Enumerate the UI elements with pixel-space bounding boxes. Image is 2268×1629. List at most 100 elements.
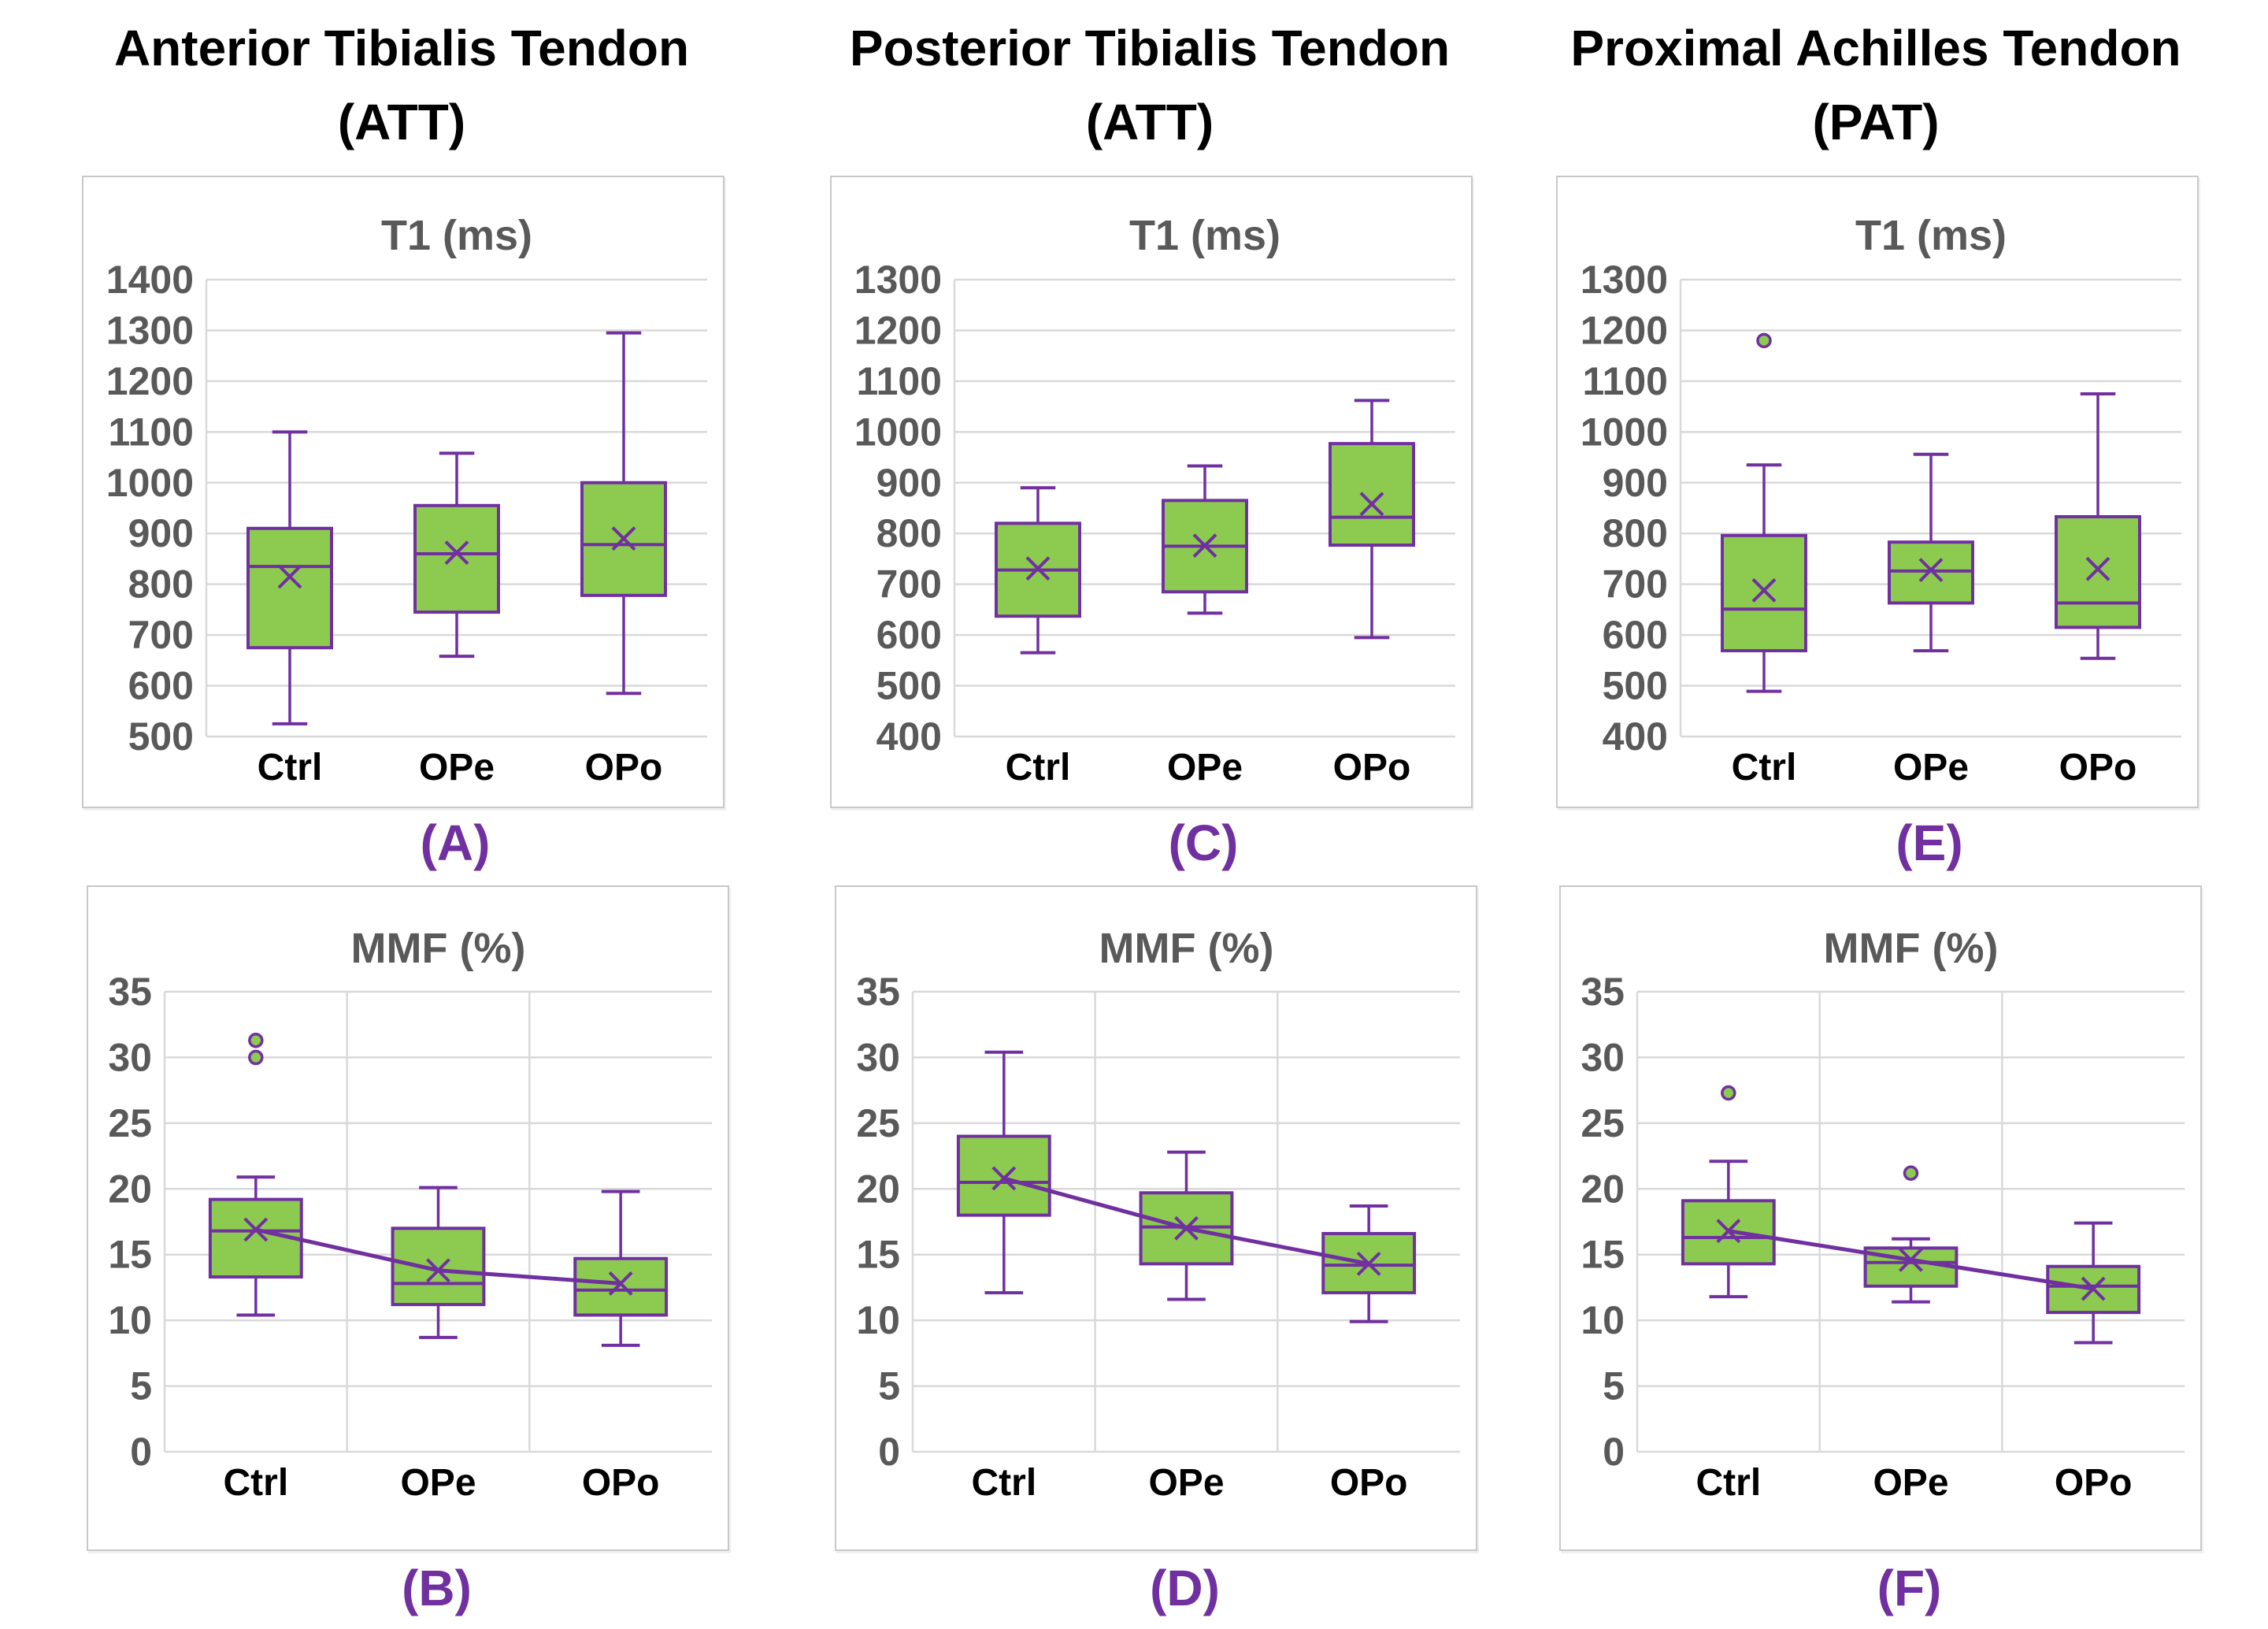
outlier-point (248, 1032, 264, 1048)
panel-ptt-t1: T1 (ms) 400 500 600 700 800 900 1000 1100 1200 130… (830, 176, 1473, 808)
x-category-label: OPo (582, 1462, 660, 1504)
iqr-box (413, 503, 500, 614)
mean-x-stroke (1192, 533, 1217, 558)
box-ope (1863, 1237, 1959, 1304)
mean-marker (1192, 533, 1217, 558)
y-tick-label: 900 (128, 511, 194, 555)
y-tick-label: 700 (1603, 562, 1668, 607)
y-tick-label: 20 (856, 1167, 900, 1211)
y-tick-label: 25 (108, 1101, 152, 1145)
gridlines (1636, 990, 2185, 1453)
column-header-pat: Proximal Achilles Tendon (PAT) (1556, 11, 2196, 169)
mean-x-stroke (1751, 577, 1777, 603)
panel-letter-f: (F) (1877, 1560, 1942, 1616)
mean-x-stroke (1356, 1251, 1381, 1276)
x-category-label: Ctrl (223, 1462, 288, 1504)
y-tick-label: 1200 (106, 359, 194, 403)
x-category-label: Ctrl (1006, 747, 1071, 789)
y-tick-label: 10 (1581, 1298, 1625, 1342)
mean-marker (1899, 1247, 1923, 1272)
mean-x-stroke (1918, 558, 1944, 583)
boxplot-ptt-t1: T1 (ms) 400 500 600 700 800 900 1000 1100 1200 130… (854, 212, 1455, 789)
column-title: Proximal Achilles Tendon (1570, 20, 2181, 76)
y-tick-label: 800 (1603, 511, 1668, 555)
mean-marker (1751, 577, 1777, 603)
panel-letter-a: (A) (420, 814, 491, 871)
y-tick-label: 1100 (857, 359, 942, 403)
y-tick-label: 25 (1581, 1101, 1625, 1145)
y-tick-label: 700 (128, 613, 194, 657)
mean-x-stroke (426, 1258, 450, 1283)
column-subtitle: (ATT) (337, 94, 466, 150)
iqr-box (391, 1226, 486, 1307)
panel-ptt-mmf: MMF (%) 0 5 10 15 20 25 30 35 Ctrl OPe OPo (835, 885, 1477, 1551)
box-ope (1888, 452, 1974, 653)
box-ctrl (208, 1175, 303, 1317)
box-opo (1329, 399, 1415, 640)
mean-marker (608, 1271, 633, 1296)
y-tick-label: 35 (1581, 970, 1625, 1014)
boxplot-pat-t1: T1 (ms) 400 500 600 700 800 900 1000 1100 1200 130… (1581, 212, 2181, 789)
y-tick-label: 15 (108, 1233, 152, 1277)
y-tick-label: 1200 (854, 308, 942, 352)
mean-x-stroke (1716, 1219, 1741, 1244)
chart-title: T1 (ms) (1129, 212, 1280, 259)
mean-marker (2081, 1276, 2106, 1301)
x-category-label: OPo (1330, 1462, 1408, 1504)
column-title: Posterior Tibialis Tendon (849, 20, 1451, 76)
y-tick-label: 30 (108, 1035, 152, 1079)
y-tick-label: 600 (128, 664, 194, 708)
x-category-label: OPe (1167, 747, 1243, 789)
mean-marker (1918, 558, 1944, 583)
mean-x-stroke (611, 526, 636, 551)
mean-x-stroke (991, 1166, 1017, 1191)
panel-pat-mmf: MMF (%) 0 5 10 15 20 25 30 35 Ctrl OPe OPo (1559, 885, 2202, 1551)
mean-x-stroke (1359, 492, 1384, 517)
column-header-att: Anterior Tibialis Tendon (ATT) (82, 11, 721, 169)
x-category-label: OPe (1873, 1462, 1948, 1504)
y-tick-label: 900 (1603, 461, 1668, 505)
y-tick-label: 30 (1581, 1035, 1625, 1079)
mean-marker (277, 564, 302, 589)
iqr-box (1721, 533, 1807, 653)
y-tick-label: 35 (856, 970, 900, 1014)
x-category-label: OPe (400, 1462, 476, 1504)
panel-letter-b: (B) (402, 1560, 472, 1616)
y-tick-label: 0 (130, 1430, 152, 1474)
mean-marker (991, 1166, 1017, 1191)
y-tick-label: 35 (108, 970, 152, 1014)
y-tick-label: 600 (876, 613, 942, 657)
outlier-point (1903, 1165, 1919, 1182)
gridlines (163, 990, 712, 1453)
x-category-label: Ctrl (971, 1462, 1036, 1504)
y-tick-label: 0 (1603, 1430, 1625, 1474)
y-tick-label: 1100 (109, 410, 194, 454)
mean-marker (1359, 492, 1384, 517)
y-tick-label: 700 (876, 562, 942, 607)
x-category-label: Ctrl (1695, 1462, 1761, 1504)
boxplot-att-t1: T1 (ms) 500 600 700 800 900 1000 1100 1200 1300 14… (106, 212, 707, 789)
mean-x-stroke (1899, 1247, 1923, 1272)
column-subtitle: (ATT) (1085, 94, 1214, 150)
y-tick-label: 30 (856, 1035, 900, 1079)
y-tick-label: 1300 (106, 308, 194, 352)
boxplot-att-mmf: MMF (%) 0 5 10 15 20 25 30 35 Ctrl OPe OPo (108, 925, 712, 1504)
outlier-point (1756, 332, 1772, 349)
y-tick-label: 1300 (1581, 258, 1668, 302)
iqr-box (2055, 514, 2141, 629)
mean-x-stroke (2085, 556, 2110, 581)
y-tick-label: 5 (130, 1364, 152, 1408)
iqr-box (956, 1134, 1051, 1217)
column-title: Anterior Tibialis Tendon (113, 20, 690, 76)
mean-marker (243, 1217, 269, 1242)
box-ope (1139, 1150, 1234, 1301)
y-tick-label: 1400 (106, 258, 194, 302)
panel-letter-d: (D) (1150, 1560, 1220, 1616)
mean-marker (1356, 1251, 1381, 1276)
y-tick-label: 600 (1603, 613, 1668, 657)
y-tick-label: 1000 (106, 461, 194, 505)
box-opo (580, 331, 667, 696)
outlier-point (1721, 1085, 1736, 1101)
box-ope (391, 1186, 486, 1339)
